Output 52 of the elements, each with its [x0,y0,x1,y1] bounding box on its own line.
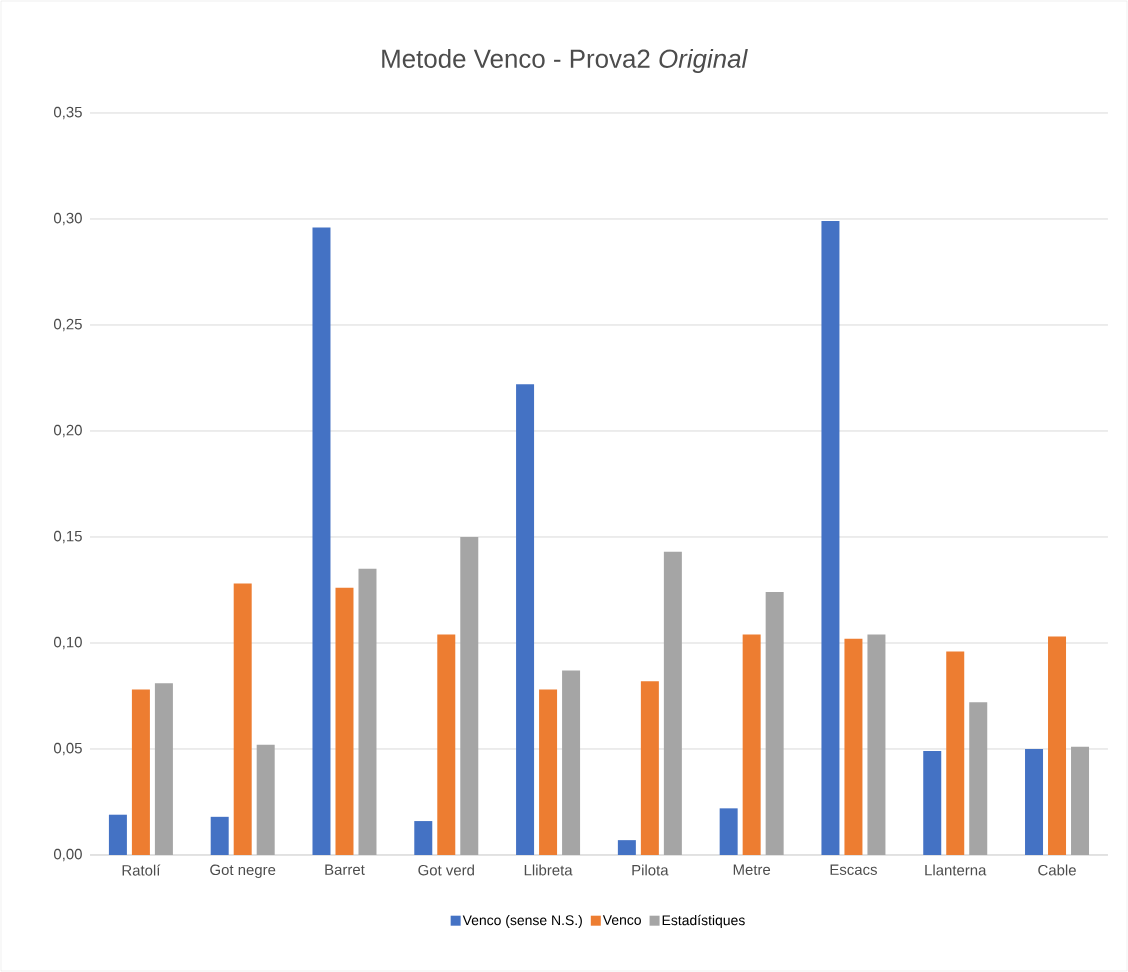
bar [821,221,840,855]
y-tick-label: 0,10 [53,636,82,650]
x-tick-label: Metre [733,864,771,875]
bar [742,634,761,855]
bar [460,536,479,855]
bar [923,751,942,855]
y-tick-label: 0,00 [53,848,82,862]
bar [539,689,558,855]
x-tick-label: Escacs [830,864,877,875]
bar [108,814,127,855]
x-tick-label: Llibreta [524,864,573,876]
bar [867,634,886,855]
bar [131,689,150,855]
y-tick-label: 0,35 [53,106,82,120]
y-tick-label: 0,05 [53,742,82,756]
bar [312,227,331,855]
chart-title: Metode Venco - Prova2 Original [382,48,748,74]
y-tick-label: 0,15 [53,530,82,544]
bar [844,638,863,855]
legend-label: Venco [602,915,641,925]
x-tick-label: Cable [1038,864,1076,876]
bar [1025,748,1044,855]
bar [562,670,581,855]
x-tick-label: Barret [325,864,365,875]
y-tick-label: 0,30 [53,212,82,226]
bar [719,808,738,855]
bar [663,551,682,855]
legend-label: Estadístiques [662,914,745,928]
bar [256,744,275,855]
x-tick-label: Llanterna [925,864,987,876]
bar [154,683,173,855]
bar [946,651,965,855]
bar [358,568,377,855]
y-tick-label: 0,25 [53,318,82,332]
bar [1071,746,1090,855]
bar [765,592,784,855]
bar [437,634,456,855]
bar [617,840,636,855]
bar [1048,636,1067,855]
x-tick-label: Ratolí [122,864,161,876]
x-tick-label: Pilota [632,864,669,876]
bar [640,681,659,855]
x-tick-label: Got negre [210,864,276,879]
bar [210,816,229,855]
x-tick-label: Got verd [418,864,474,876]
legend-label: Venco (sense N.S.) [462,914,582,928]
y-tick-label: 0,20 [53,424,82,438]
bar [233,583,252,855]
bar [969,702,988,855]
bar [516,384,535,855]
bar [414,821,433,855]
bar [335,587,354,855]
